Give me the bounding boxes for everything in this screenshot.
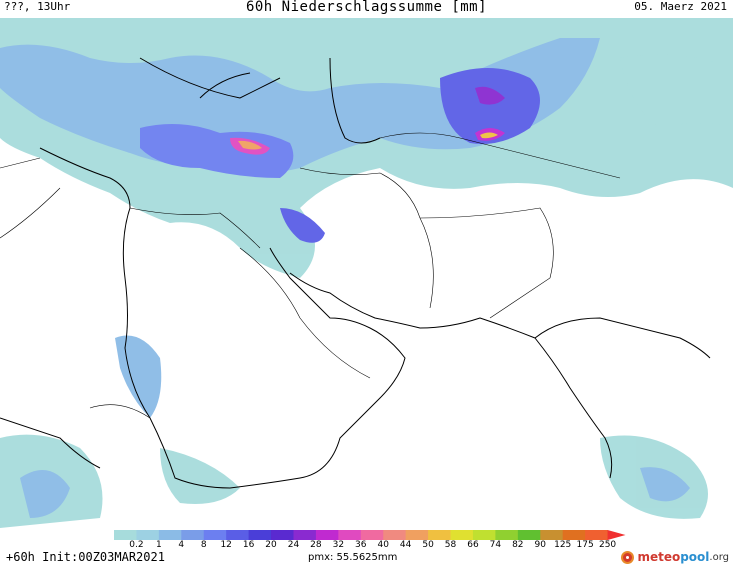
scale-swatch — [226, 530, 250, 540]
scale-swatch — [181, 530, 205, 540]
logo-text-org: .org — [709, 551, 729, 563]
scale-label: 90 — [534, 540, 546, 550]
scale-swatch — [338, 530, 362, 540]
scale-swatch — [293, 530, 317, 540]
scale-swatch — [562, 530, 586, 540]
scale-swatch — [271, 530, 294, 540]
logo-text-pool: pool — [680, 550, 710, 564]
scale-label: 12 — [220, 540, 232, 550]
scale-swatch — [158, 530, 182, 540]
precipitation-field — [0, 18, 733, 528]
scale-label: 36 — [355, 540, 367, 550]
scale-swatch — [248, 530, 272, 540]
borders — [0, 132, 621, 419]
scale-label: 4 — [178, 540, 185, 550]
scale-label: 8 — [200, 540, 207, 550]
scale-label: 40 — [377, 540, 389, 550]
scale-label: 28 — [310, 540, 322, 550]
scale-swatch — [114, 530, 137, 540]
meteopool-logo[interactable]: meteo pool .org — [621, 550, 729, 564]
coastlines — [0, 57, 711, 489]
scale-label: 125 — [554, 540, 572, 550]
scale-swatch — [450, 530, 474, 540]
scale-label: 66 — [467, 540, 479, 550]
scale-swatch — [315, 530, 339, 540]
scale-swatch — [136, 530, 160, 540]
scale-swatch — [495, 530, 519, 540]
scale-overflow-arrow — [607, 530, 626, 540]
scale-label: 32 — [332, 540, 345, 550]
scale-swatch — [428, 530, 452, 540]
scale-label: 1 — [155, 540, 162, 550]
scale-label: 16 — [242, 540, 255, 550]
scale-label: 175 — [576, 540, 594, 550]
scale-label: 82 — [512, 540, 524, 550]
pmx-value: pmx: 55.5625mm — [308, 552, 398, 563]
meteopool-logo-icon — [621, 550, 635, 564]
run-info: +60h Init:00Z03MAR2021 — [6, 550, 165, 564]
scale-label: 58 — [444, 540, 457, 550]
scale-label: 24 — [287, 540, 300, 550]
scale-swatch — [585, 530, 609, 540]
scale-label: 44 — [399, 540, 412, 550]
scale-swatch — [405, 530, 429, 540]
scale-swatch — [203, 530, 227, 540]
color-scale-labels: 0.2 1 4 8 12 16 20 24 28 32 36 40 44 50 58 66 74 82 90 125 1… — [114, 540, 630, 552]
logo-text-meteo: meteo — [637, 550, 681, 564]
map-date: 05. Maerz 2021 — [634, 0, 727, 13]
precipitation-map — [0, 18, 733, 528]
precipitation-color-scale — [114, 530, 626, 540]
scale-swatch — [472, 530, 496, 540]
scale-label: 20 — [265, 540, 277, 550]
scale-label: 50 — [422, 540, 434, 550]
forecast-time-label: ???, 13Uhr — [4, 0, 71, 13]
scale-swatch — [383, 530, 407, 540]
scale-swatch — [540, 530, 564, 540]
scale-label: 0.2 — [129, 540, 144, 550]
scale-label: 74 — [489, 540, 502, 550]
scale-swatch — [360, 530, 384, 540]
scale-label: 250 — [598, 540, 617, 550]
map-title: 60h Niederschlagssumme [mm] — [245, 0, 488, 15]
scale-swatch — [517, 530, 541, 540]
